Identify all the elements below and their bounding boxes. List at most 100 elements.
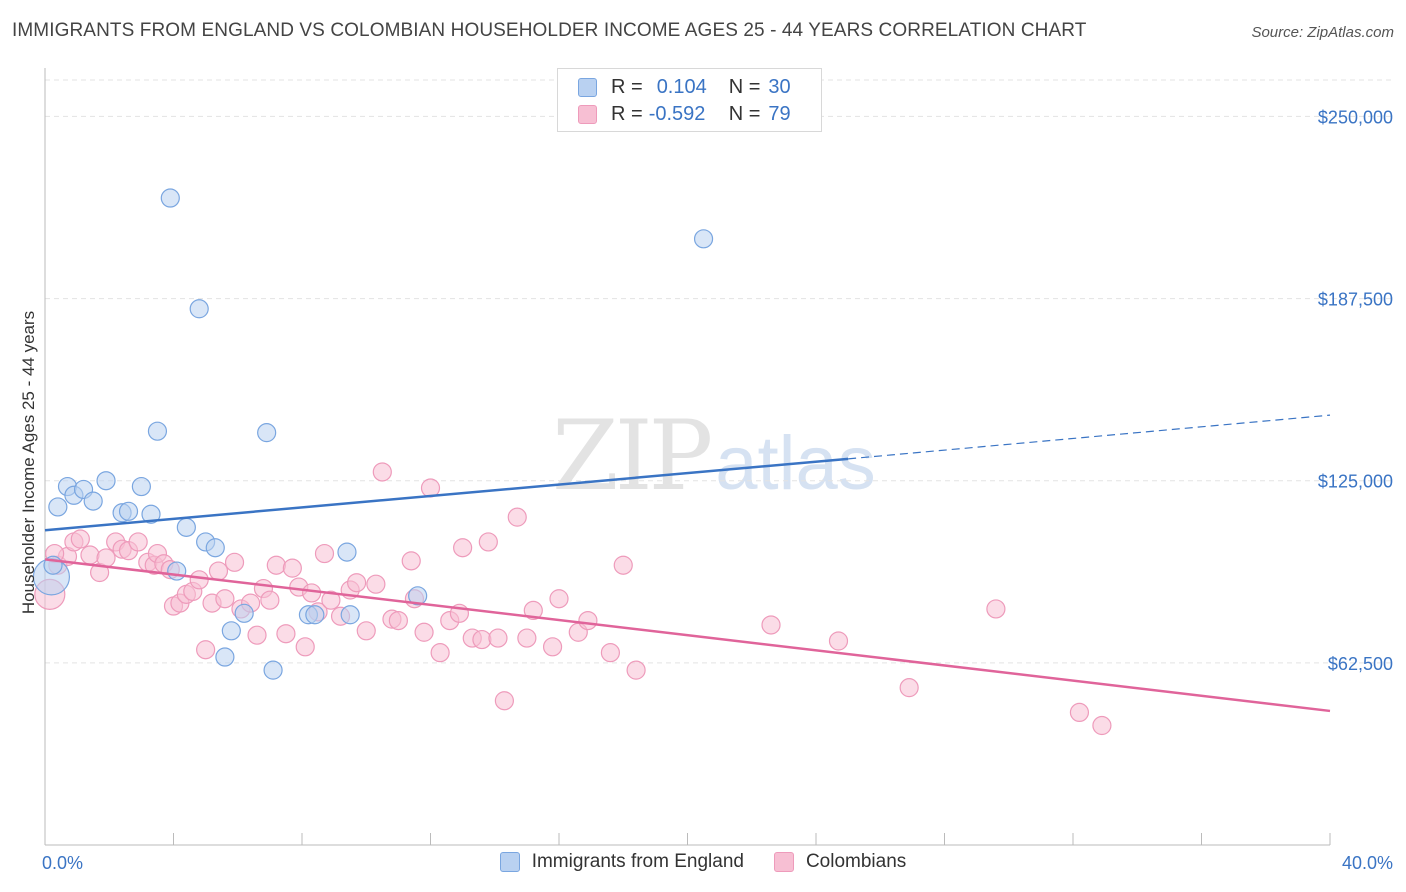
- colombians-point: [295, 637, 315, 657]
- colombians-point: [613, 555, 633, 575]
- england-point: [189, 299, 209, 319]
- england-point: [48, 497, 68, 517]
- colombians-point: [260, 590, 280, 610]
- england-point: [160, 188, 180, 208]
- watermark-zip: ZIP: [552, 400, 713, 512]
- england-point: [337, 542, 357, 562]
- colombians-point: [247, 625, 267, 645]
- colombians-point: [472, 629, 492, 650]
- colombians-point: [478, 532, 498, 552]
- colombians-point: [899, 678, 919, 698]
- colombians-point: [600, 643, 621, 663]
- colombians-point: [626, 660, 646, 680]
- england-swatch: [578, 77, 597, 97]
- colombians-swatch: [578, 104, 597, 124]
- r-value: -0.592: [648, 102, 706, 125]
- colombians-point: [1092, 715, 1112, 736]
- colombians-point: [372, 462, 392, 482]
- colombians-point: [488, 628, 508, 648]
- legend-row-england: R = 0.104 N = 30: [558, 73, 808, 101]
- y-tick-label: $187,500: [1318, 290, 1393, 310]
- colombians-point: [224, 552, 245, 572]
- england-point: [408, 586, 428, 606]
- colombians-point: [1069, 702, 1090, 723]
- r-label: R =: [611, 102, 643, 125]
- n-label: N =: [728, 102, 761, 125]
- colombians-point: [70, 529, 90, 549]
- colombians-trend-line: [44, 558, 1331, 713]
- england-point: [118, 501, 139, 521]
- r-label: R =: [611, 75, 643, 98]
- colombians-point: [314, 543, 335, 564]
- colombians-point: [96, 548, 116, 568]
- colombians-point: [401, 551, 421, 571]
- england-point: [147, 421, 168, 441]
- colombians-point: [266, 555, 286, 575]
- england-point: [96, 471, 116, 491]
- colombians-point: [828, 631, 849, 651]
- england-point: [215, 647, 235, 667]
- england-point: [141, 504, 161, 524]
- legend-item-colombians: Colombians: [773, 851, 907, 873]
- axes: [44, 68, 1331, 846]
- england-trend-extension: [848, 414, 1331, 460]
- colombians-point: [542, 637, 563, 657]
- gridlines: [45, 79, 1395, 664]
- colombians-point: [276, 624, 296, 644]
- chart-title: IMMIGRANTS FROM ENGLAND VS COLOMBIAN HOU…: [12, 20, 1087, 41]
- england-point: [205, 538, 225, 558]
- legend-label-colombians: Colombians: [805, 851, 907, 872]
- n-label: N =: [728, 75, 761, 98]
- colombians-point: [80, 545, 100, 565]
- n-value: 30: [768, 75, 791, 98]
- england-point: [257, 423, 277, 443]
- colombians-point: [986, 599, 1006, 619]
- colombians-point: [208, 561, 229, 581]
- england-point: [131, 476, 151, 497]
- colombians-point: [128, 532, 148, 552]
- source-label: Source: ZipAtlas.com: [1251, 24, 1394, 41]
- colombians-point: [578, 610, 598, 631]
- x-tick-label-min: 0.0%: [42, 853, 83, 873]
- colombians-point: [321, 590, 341, 610]
- england-point: [693, 229, 714, 249]
- y-tick-label: $62,500: [1328, 654, 1393, 674]
- r-value: 0.104: [656, 75, 707, 98]
- england-trend-line: [44, 457, 849, 532]
- legend-label-england: Immigrants from England: [531, 851, 744, 872]
- colombians-point: [549, 589, 569, 609]
- england-point: [340, 605, 360, 625]
- correlation-legend: R = 0.104 N = 30 R = -0.592 N = 79: [557, 68, 822, 132]
- colombians-point: [189, 570, 209, 590]
- colombians-point: [523, 600, 543, 621]
- colombians-point: [761, 615, 781, 635]
- england-point: [221, 621, 241, 641]
- colombians-point: [453, 538, 473, 558]
- trend-lines: [44, 414, 1331, 713]
- colombians-point: [430, 643, 450, 663]
- colombians-point: [507, 507, 527, 527]
- colombians-point: [347, 573, 367, 593]
- england-point: [176, 517, 196, 537]
- y-tick-label: $125,000: [1318, 472, 1393, 492]
- colombians-point: [388, 610, 408, 631]
- colombians-point: [196, 640, 216, 660]
- colombians-point: [282, 558, 302, 578]
- colombians-point: [414, 622, 434, 642]
- colombians-point: [215, 589, 235, 609]
- colombians-point: [302, 583, 322, 603]
- colombians-point: [366, 574, 386, 594]
- axis-labels: $62,500 $125,000 $187,500 $250,000 0.0% 40.0%…: [19, 107, 1393, 873]
- y-tick-label: $250,000: [1318, 107, 1393, 127]
- colombians-point: [356, 621, 376, 641]
- england-point: [234, 603, 254, 623]
- x-tick-label-max: 40.0%: [1342, 853, 1393, 873]
- england-legend-swatch: [499, 852, 520, 872]
- england-point: [305, 605, 325, 625]
- england-point: [83, 491, 103, 511]
- y-axis-title: Householder Income Ages 25 - 44 years: [19, 311, 38, 614]
- england-point: [263, 660, 283, 680]
- colombians-point: [517, 628, 537, 648]
- england-points: [32, 188, 714, 680]
